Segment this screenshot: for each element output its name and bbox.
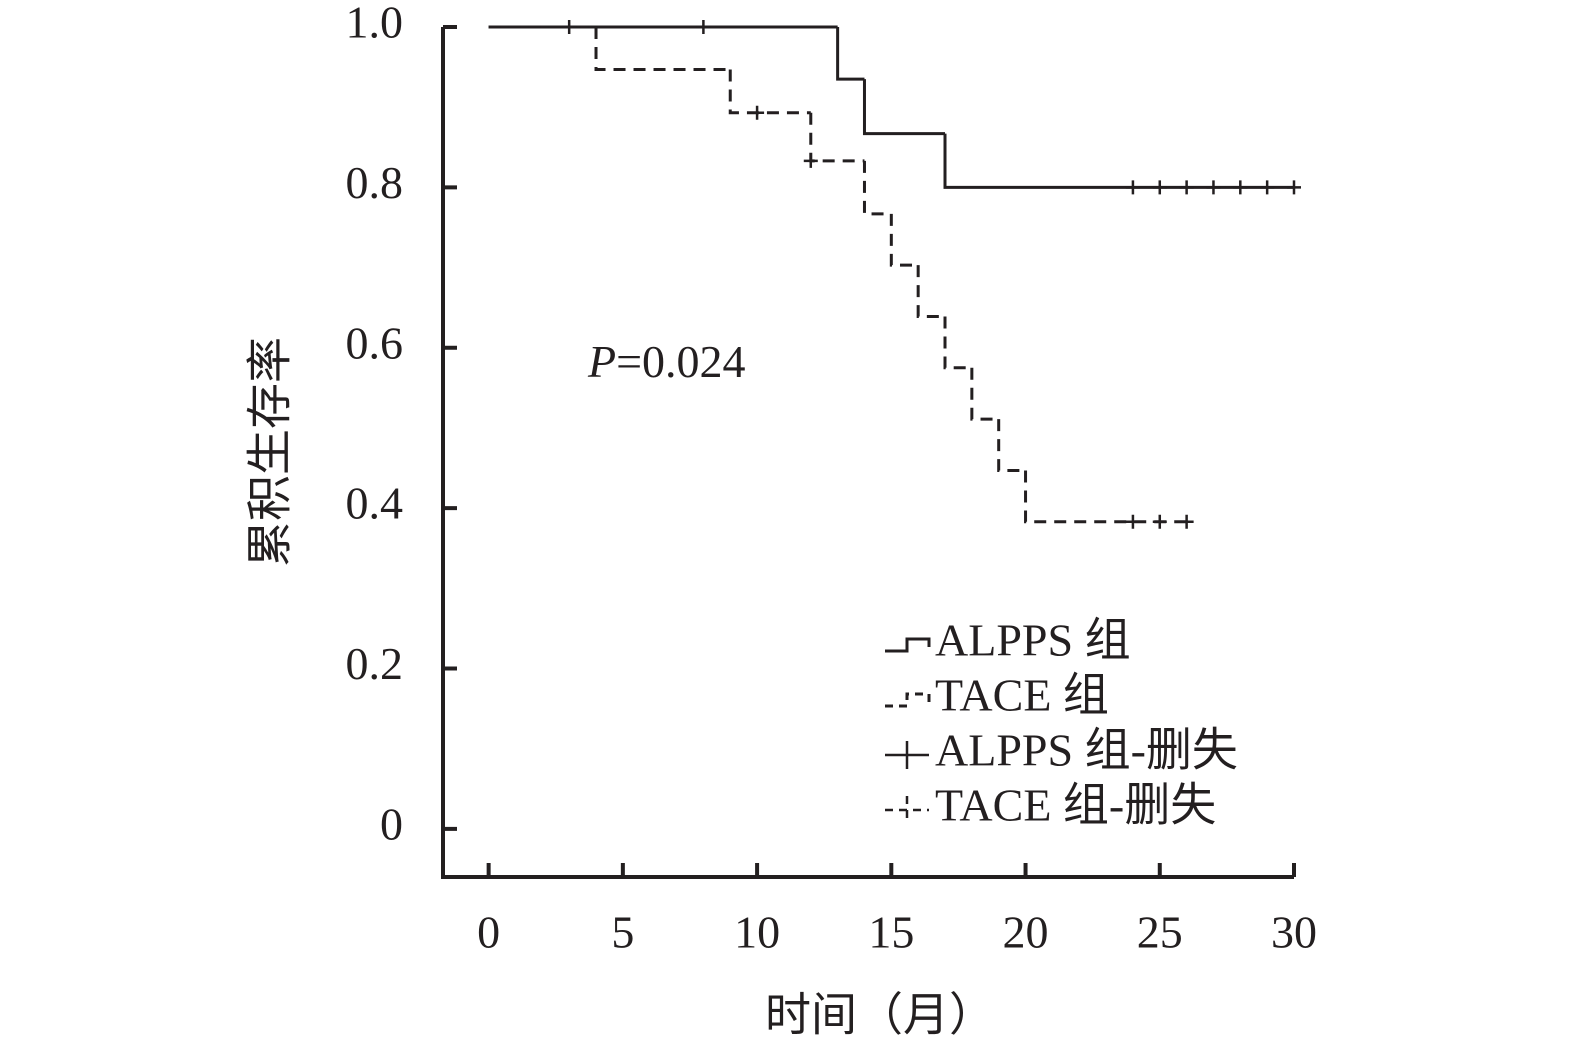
survival-step bbox=[836, 27, 865, 81]
censor-mark bbox=[750, 105, 765, 120]
y-axis-title: 累积生存率 bbox=[245, 337, 296, 567]
survival-step bbox=[594, 27, 731, 71]
legend-label: ALPPS 组-删失 bbox=[935, 725, 1238, 776]
censor-mark bbox=[1206, 180, 1221, 195]
survival-step bbox=[916, 265, 946, 318]
y-tick-label: 0.4 bbox=[346, 478, 404, 529]
legend-label: TACE 组 bbox=[935, 670, 1109, 721]
legend-symbol bbox=[885, 692, 931, 708]
x-tick-label: 10 bbox=[734, 907, 780, 958]
x-tick-label: 15 bbox=[868, 907, 914, 958]
survival-step bbox=[809, 112, 865, 163]
censor-mark bbox=[1125, 180, 1140, 195]
censor-mark bbox=[1287, 180, 1301, 195]
survival-step bbox=[997, 419, 1026, 472]
censor-mark bbox=[1125, 514, 1140, 529]
survival-step bbox=[728, 69, 811, 115]
survival-step bbox=[943, 316, 972, 370]
y-tick-label: 0.8 bbox=[346, 157, 404, 208]
x-tick-label: 25 bbox=[1137, 907, 1183, 958]
survival-step bbox=[1024, 470, 1187, 524]
censor-mark bbox=[696, 20, 711, 34]
censor-mark bbox=[1179, 180, 1194, 195]
censor-mark bbox=[1179, 514, 1194, 529]
axis-line bbox=[441, 27, 1294, 879]
survival-step bbox=[862, 79, 946, 136]
censor-mark bbox=[1152, 180, 1167, 195]
y-tick-label: 0.6 bbox=[346, 317, 404, 368]
censor-mark bbox=[562, 20, 577, 34]
y-tick-label: 0.2 bbox=[346, 638, 404, 689]
y-tick-label: 1.0 bbox=[346, 0, 404, 48]
legend-label: ALPPS 组 bbox=[935, 615, 1131, 666]
survival-step bbox=[862, 160, 892, 216]
x-axis-title: 时间（月） bbox=[765, 990, 995, 1041]
legend-label: TACE 组-删失 bbox=[935, 780, 1216, 831]
x-tick-label: 30 bbox=[1271, 907, 1317, 958]
legend-symbol bbox=[885, 637, 931, 653]
x-tick-label: 0 bbox=[477, 907, 500, 958]
censor-mark bbox=[1152, 514, 1167, 529]
censor-mark bbox=[1233, 180, 1248, 195]
censor-mark bbox=[803, 153, 818, 168]
survival-step bbox=[970, 367, 999, 421]
survival-step bbox=[889, 213, 919, 267]
survival-step bbox=[943, 133, 1294, 189]
annotation: P=0.024 bbox=[588, 336, 746, 387]
x-tick-label: 20 bbox=[1003, 907, 1049, 958]
censor-mark bbox=[1260, 180, 1275, 195]
y-tick-label: 0 bbox=[380, 798, 403, 849]
legend-symbol bbox=[885, 796, 929, 824]
legend-symbol bbox=[885, 741, 929, 769]
x-tick-label: 5 bbox=[611, 907, 634, 958]
